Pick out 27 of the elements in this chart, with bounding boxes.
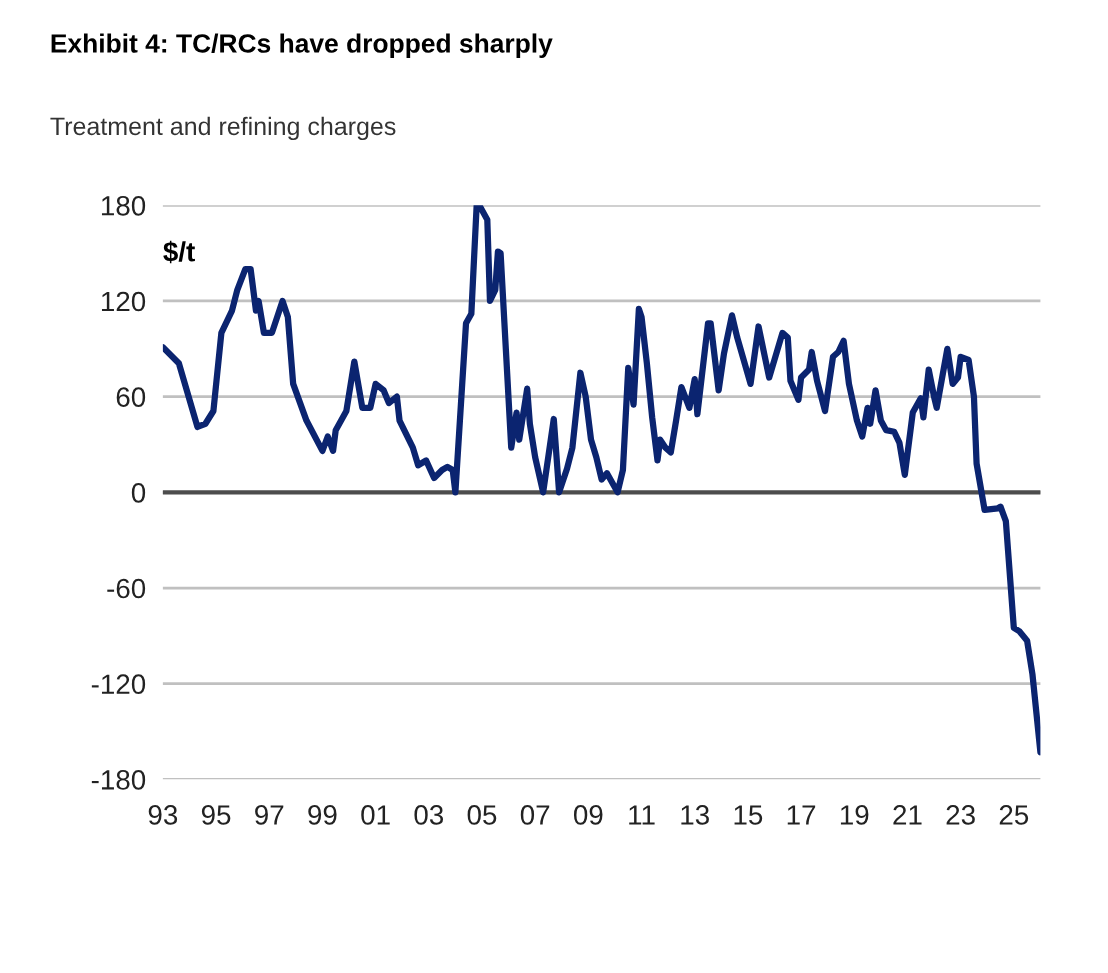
x-tick-label: 21 — [893, 805, 922, 825]
x-tick-label: 11 — [629, 805, 655, 825]
x-tick-label: 17 — [787, 805, 816, 825]
y-axis-title: $/t — [163, 240, 195, 264]
chart-title: Exhibit 4: TC/RCs have dropped sharply — [51, 33, 553, 59]
x-tick-label: 09 — [573, 805, 603, 825]
x-tick-label: 97 — [255, 805, 284, 825]
x-tick-label: 23 — [946, 805, 975, 825]
y-tick-label: 180 — [101, 195, 146, 216]
y-tick-label: -60 — [107, 578, 146, 599]
y-tick-label: 0 — [131, 483, 146, 503]
x-tick-label: 95 — [201, 805, 231, 825]
x-tick-label: 05 — [467, 805, 497, 825]
x-tick-label: 19 — [840, 805, 869, 825]
x-tick-label: 99 — [308, 805, 337, 825]
y-tick-label: -180 — [91, 770, 146, 790]
x-tick-label: 93 — [148, 805, 178, 825]
x-tick-label: 13 — [681, 805, 709, 825]
y-tick-label: 60 — [116, 387, 146, 407]
chart-subtitle: Treatment and refining charges — [50, 116, 396, 141]
x-tick-label: 15 — [734, 805, 763, 825]
y-tick-label: -120 — [91, 674, 146, 695]
y-tick-label: 120 — [101, 291, 146, 312]
x-tick-label: 01 — [361, 805, 390, 825]
x-tick-label: 25 — [999, 805, 1029, 825]
x-tick-label: 03 — [414, 805, 444, 825]
x-tick-label: 07 — [520, 805, 550, 825]
